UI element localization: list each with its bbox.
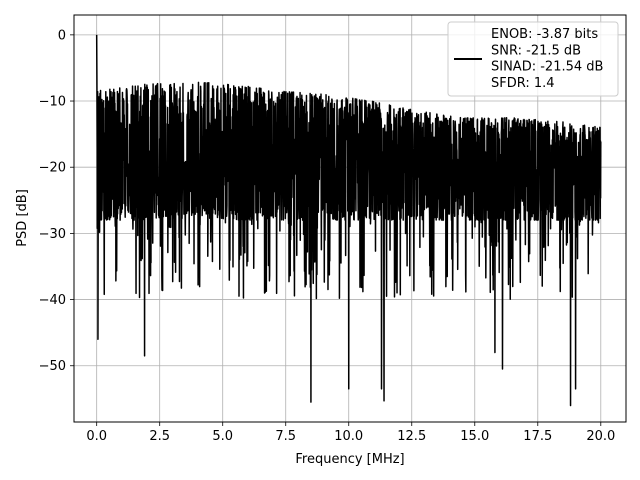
ticks: 0.0 2.5 5.0 7.5 10.0 12.5 15.0 17.5 20.0 0 −10 −20 −… bbox=[39, 28, 616, 444]
x-tick-label: 10.0 bbox=[334, 429, 363, 444]
x-tick-label: 12.5 bbox=[397, 429, 426, 444]
x-tick-label: 7.5 bbox=[275, 429, 296, 444]
psd-series-line bbox=[95, 34, 602, 407]
x-tick-label: 17.5 bbox=[523, 429, 552, 444]
legend-line-4: SFDR: 1.4 bbox=[491, 76, 555, 91]
legend-line-1: ENOB: -3.87 bits bbox=[491, 27, 598, 42]
x-tick-label: 2.5 bbox=[149, 429, 170, 444]
legend-box bbox=[447, 21, 619, 97]
y-tick-label: −40 bbox=[39, 293, 66, 308]
legend-line-3: SINAD: -21.54 dB bbox=[491, 60, 603, 75]
y-tick-label: −30 bbox=[39, 227, 66, 242]
x-axis-label: Frequency [MHz] bbox=[295, 452, 404, 467]
y-tick-label: −50 bbox=[39, 359, 66, 374]
y-axis-label: PSD [dB] bbox=[15, 189, 30, 247]
x-tick-label: 5.0 bbox=[212, 429, 233, 444]
x-tick-label: 15.0 bbox=[460, 429, 489, 444]
x-tick-label: 20.0 bbox=[586, 429, 615, 444]
y-tick-label: 0 bbox=[58, 28, 66, 43]
plot-frame bbox=[73, 14, 627, 423]
legend-line-2: SNR: -21.5 dB bbox=[491, 43, 581, 58]
y-tick-label: −20 bbox=[39, 161, 66, 176]
series-layer bbox=[95, 34, 602, 407]
y-tick-label: −10 bbox=[39, 95, 66, 110]
x-tick-label: 0.0 bbox=[86, 429, 107, 444]
